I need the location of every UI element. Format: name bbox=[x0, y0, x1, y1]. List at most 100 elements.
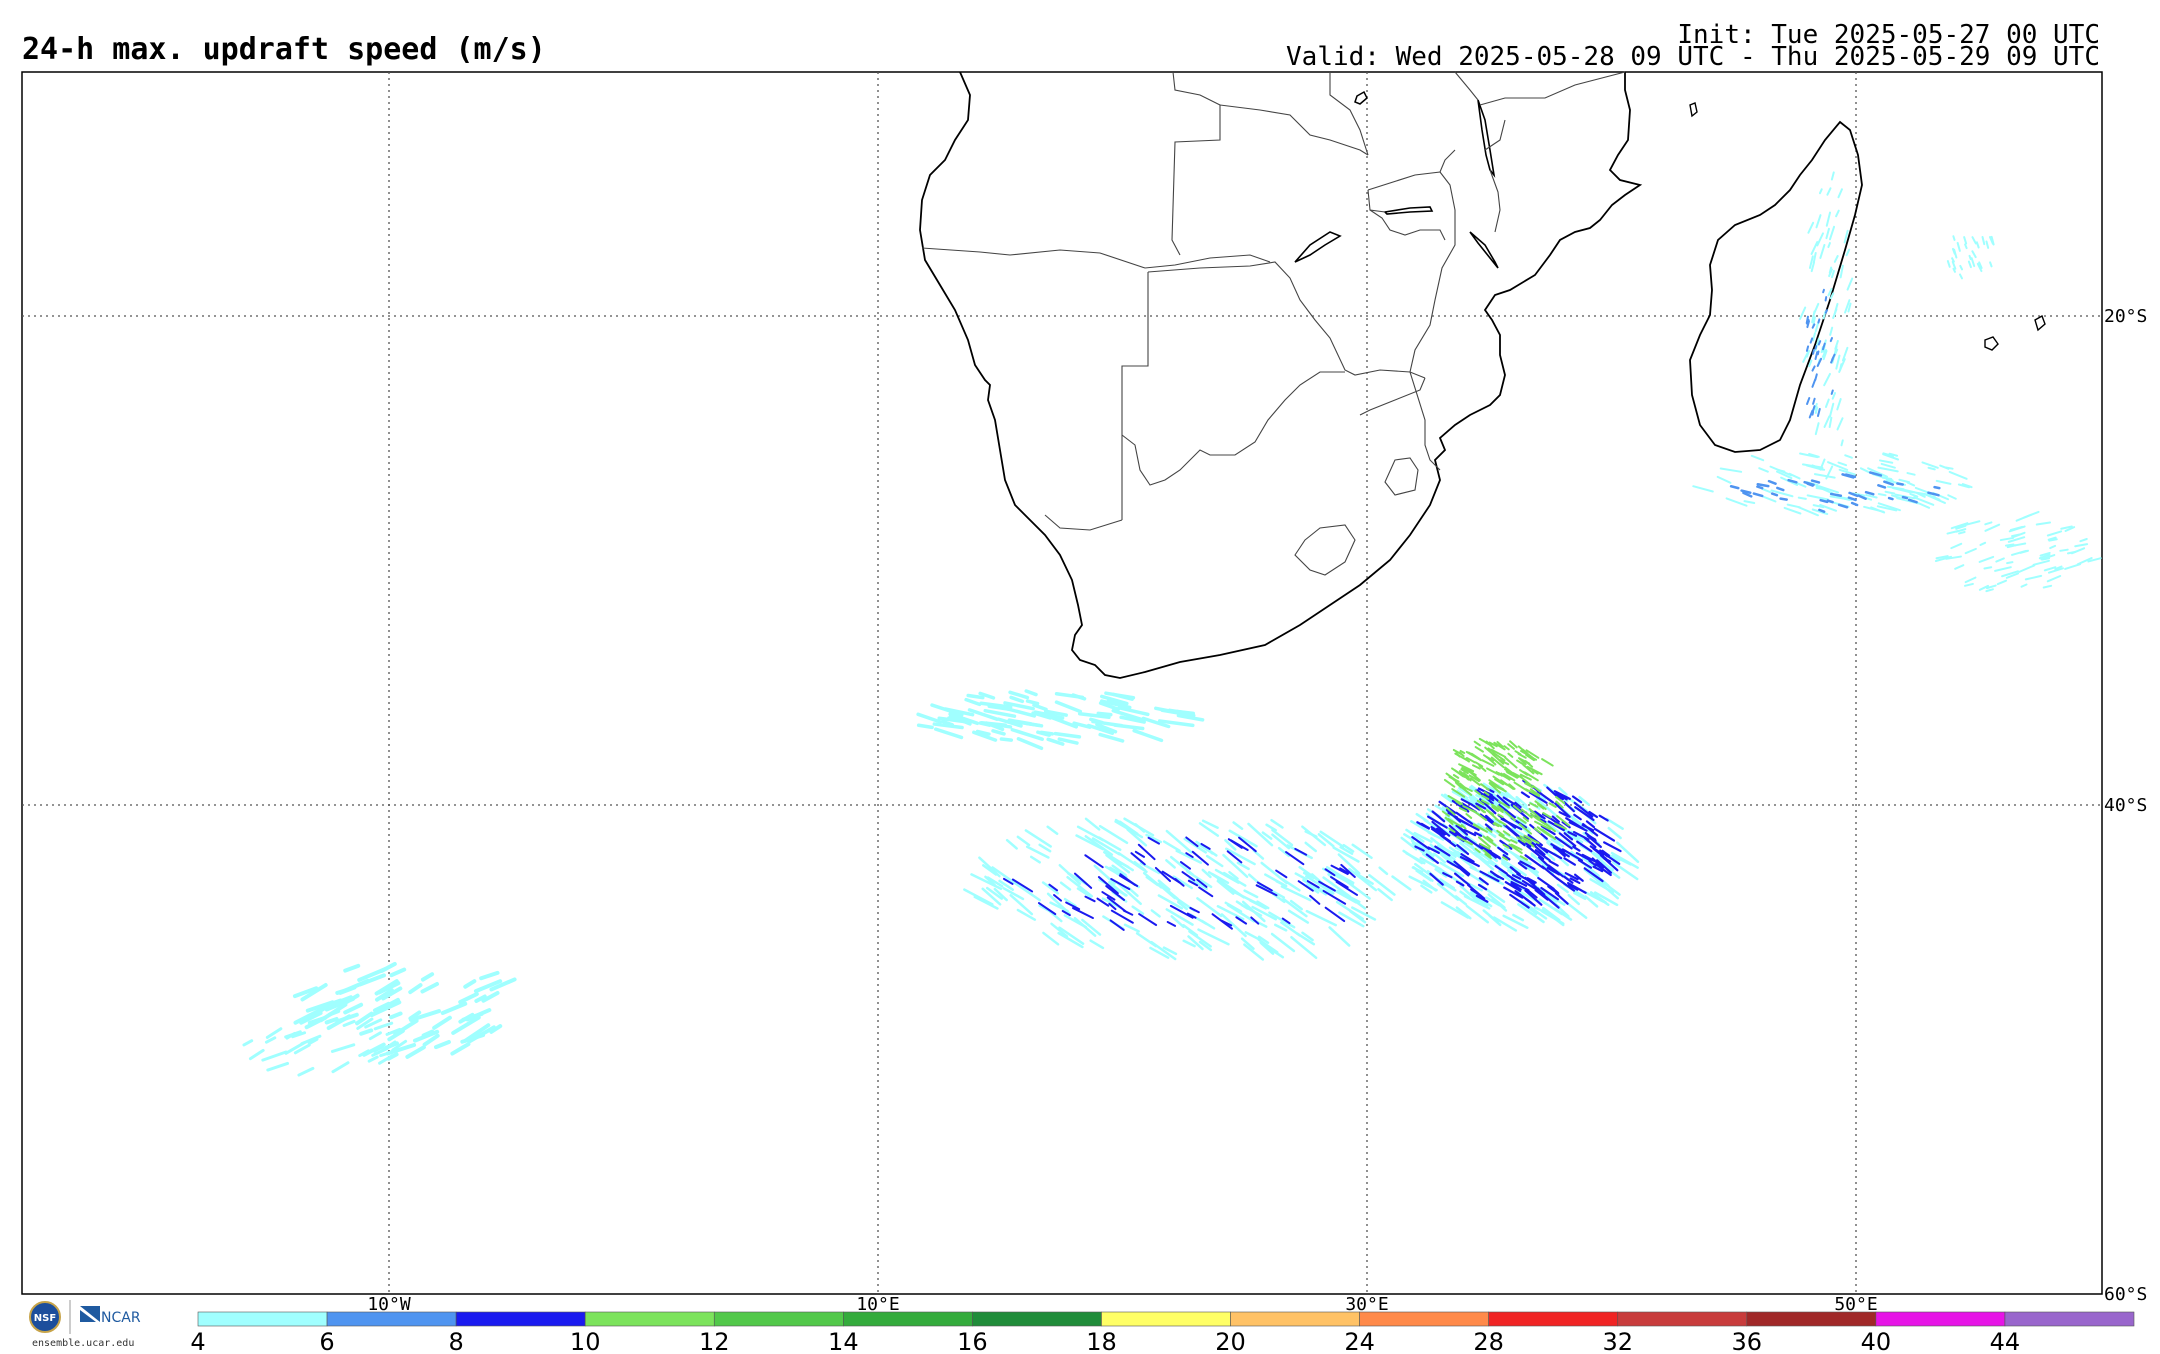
updraft-streak bbox=[1524, 876, 1538, 889]
updraft-streak bbox=[1205, 854, 1224, 868]
updraft-streak bbox=[1963, 582, 1974, 587]
updraft-streak bbox=[1827, 461, 1849, 471]
updraft-streak bbox=[330, 1043, 356, 1053]
updraft-streak bbox=[1519, 835, 1532, 843]
updraft-streak bbox=[1814, 351, 1819, 361]
updraft-streak bbox=[1787, 478, 1798, 484]
updraft-streak bbox=[1084, 835, 1114, 856]
updraft-streak bbox=[1482, 835, 1497, 847]
updraft-streak bbox=[1547, 820, 1565, 832]
updraft-streak bbox=[1761, 487, 1772, 494]
colorbar-swatch bbox=[2004, 1311, 2135, 1327]
updraft-streak bbox=[979, 701, 1013, 709]
colorbar: 4 6 8 10 12 14 16 18 20 24 28 32 36 40 44 bbox=[190, 1311, 2135, 1354]
updraft-streak bbox=[1003, 701, 1035, 711]
updraft-streak bbox=[1225, 847, 1256, 866]
updraft-streak bbox=[1106, 896, 1127, 913]
updraft-streak bbox=[1494, 864, 1508, 875]
colorbar-tick-label: 28 bbox=[1473, 1328, 1504, 1354]
updraft-streak bbox=[1517, 839, 1526, 847]
updraft-streak bbox=[2046, 575, 2062, 583]
updraft-streak bbox=[1229, 889, 1259, 905]
updraft-streak bbox=[1868, 471, 1883, 477]
updraft-streak bbox=[1226, 850, 1243, 864]
updraft-streak bbox=[1016, 835, 1031, 847]
updraft-streak bbox=[1191, 850, 1209, 866]
updraft-streak bbox=[1420, 884, 1433, 894]
updraft-streak bbox=[1497, 814, 1517, 829]
updraft-streak bbox=[1984, 523, 2001, 532]
colorbar-tick-label: 32 bbox=[1602, 1328, 1633, 1354]
updraft-streak bbox=[1281, 878, 1301, 892]
updraft-streak bbox=[1533, 827, 1542, 834]
updraft-streak bbox=[284, 1030, 302, 1039]
updraft-streak bbox=[1812, 504, 1825, 509]
updraft-streak bbox=[359, 1028, 374, 1036]
updraft-streak bbox=[1455, 811, 1474, 825]
updraft-streak bbox=[1165, 908, 1194, 926]
updraft-streak bbox=[1963, 236, 1968, 245]
updraft-streak bbox=[1541, 865, 1559, 880]
updraft-streak bbox=[1548, 860, 1559, 867]
updraft-streak bbox=[1339, 845, 1354, 855]
updraft-streak bbox=[1542, 906, 1561, 922]
madagascar-coastline bbox=[1689, 120, 1863, 453]
updraft-streak bbox=[1277, 846, 1291, 858]
updraft-streak bbox=[1567, 830, 1578, 837]
updraft-streak bbox=[1994, 566, 2012, 572]
updraft-streak bbox=[1002, 877, 1014, 885]
updraft-streak bbox=[1484, 853, 1493, 860]
updraft-streak bbox=[1025, 721, 1041, 728]
updraft-streak bbox=[1832, 308, 1838, 319]
updraft-streak bbox=[970, 873, 1003, 890]
updraft-streak bbox=[1141, 716, 1171, 729]
updraft-streak bbox=[307, 1037, 319, 1046]
updraft-streak bbox=[1576, 840, 1593, 853]
updraft-streak bbox=[1497, 813, 1504, 818]
updraft-streak bbox=[1485, 740, 1495, 750]
updraft-streak bbox=[1076, 825, 1105, 842]
updraft-streak bbox=[1024, 829, 1052, 848]
updraft-streak bbox=[1573, 813, 1582, 821]
updraft-streak bbox=[1578, 795, 1591, 806]
updraft-streak bbox=[948, 712, 980, 726]
updraft-streak bbox=[1461, 786, 1473, 796]
updraft-streak bbox=[1034, 712, 1052, 720]
updraft-streak bbox=[1692, 485, 1714, 493]
updraft-streak bbox=[1812, 302, 1820, 315]
updraft-streak bbox=[1189, 906, 1200, 914]
updraft-streak bbox=[1964, 576, 1977, 584]
updraft-streak bbox=[1486, 809, 1495, 816]
updraft-streak bbox=[1158, 882, 1179, 901]
updraft-streak bbox=[1756, 482, 1770, 488]
updraft-streak bbox=[1503, 745, 1510, 751]
updraft-streak bbox=[1535, 798, 1560, 819]
updraft-streak bbox=[1458, 751, 1465, 758]
updraft-streak bbox=[1839, 363, 1843, 372]
updraft-streak bbox=[1957, 483, 1971, 489]
updraft-streak bbox=[1480, 799, 1490, 805]
updraft-streak bbox=[1844, 473, 1857, 479]
updraft-streak bbox=[387, 1028, 405, 1042]
updraft-streak bbox=[375, 988, 394, 1002]
updraft-streak bbox=[1271, 833, 1291, 850]
updraft-streak bbox=[1256, 881, 1273, 892]
updraft-streak bbox=[1817, 318, 1821, 324]
updraft-streak bbox=[1539, 888, 1566, 906]
updraft-streak bbox=[1441, 810, 1450, 817]
updraft-streak bbox=[1456, 844, 1470, 856]
updraft-streak bbox=[1482, 782, 1508, 800]
updraft-streak bbox=[1368, 874, 1396, 896]
colorbar-swatch bbox=[326, 1311, 457, 1327]
updraft-streak bbox=[1742, 491, 1753, 498]
updraft-streak bbox=[335, 987, 350, 995]
updraft-streak bbox=[1482, 849, 1492, 857]
updraft-streak bbox=[2024, 574, 2043, 581]
updraft-streak bbox=[1492, 916, 1518, 932]
updraft-streak bbox=[1048, 883, 1059, 892]
updraft-streak bbox=[1888, 452, 1899, 457]
updraft-streak bbox=[1228, 870, 1239, 880]
updraft-streak bbox=[1131, 905, 1145, 915]
updraft-streak bbox=[1506, 873, 1518, 883]
